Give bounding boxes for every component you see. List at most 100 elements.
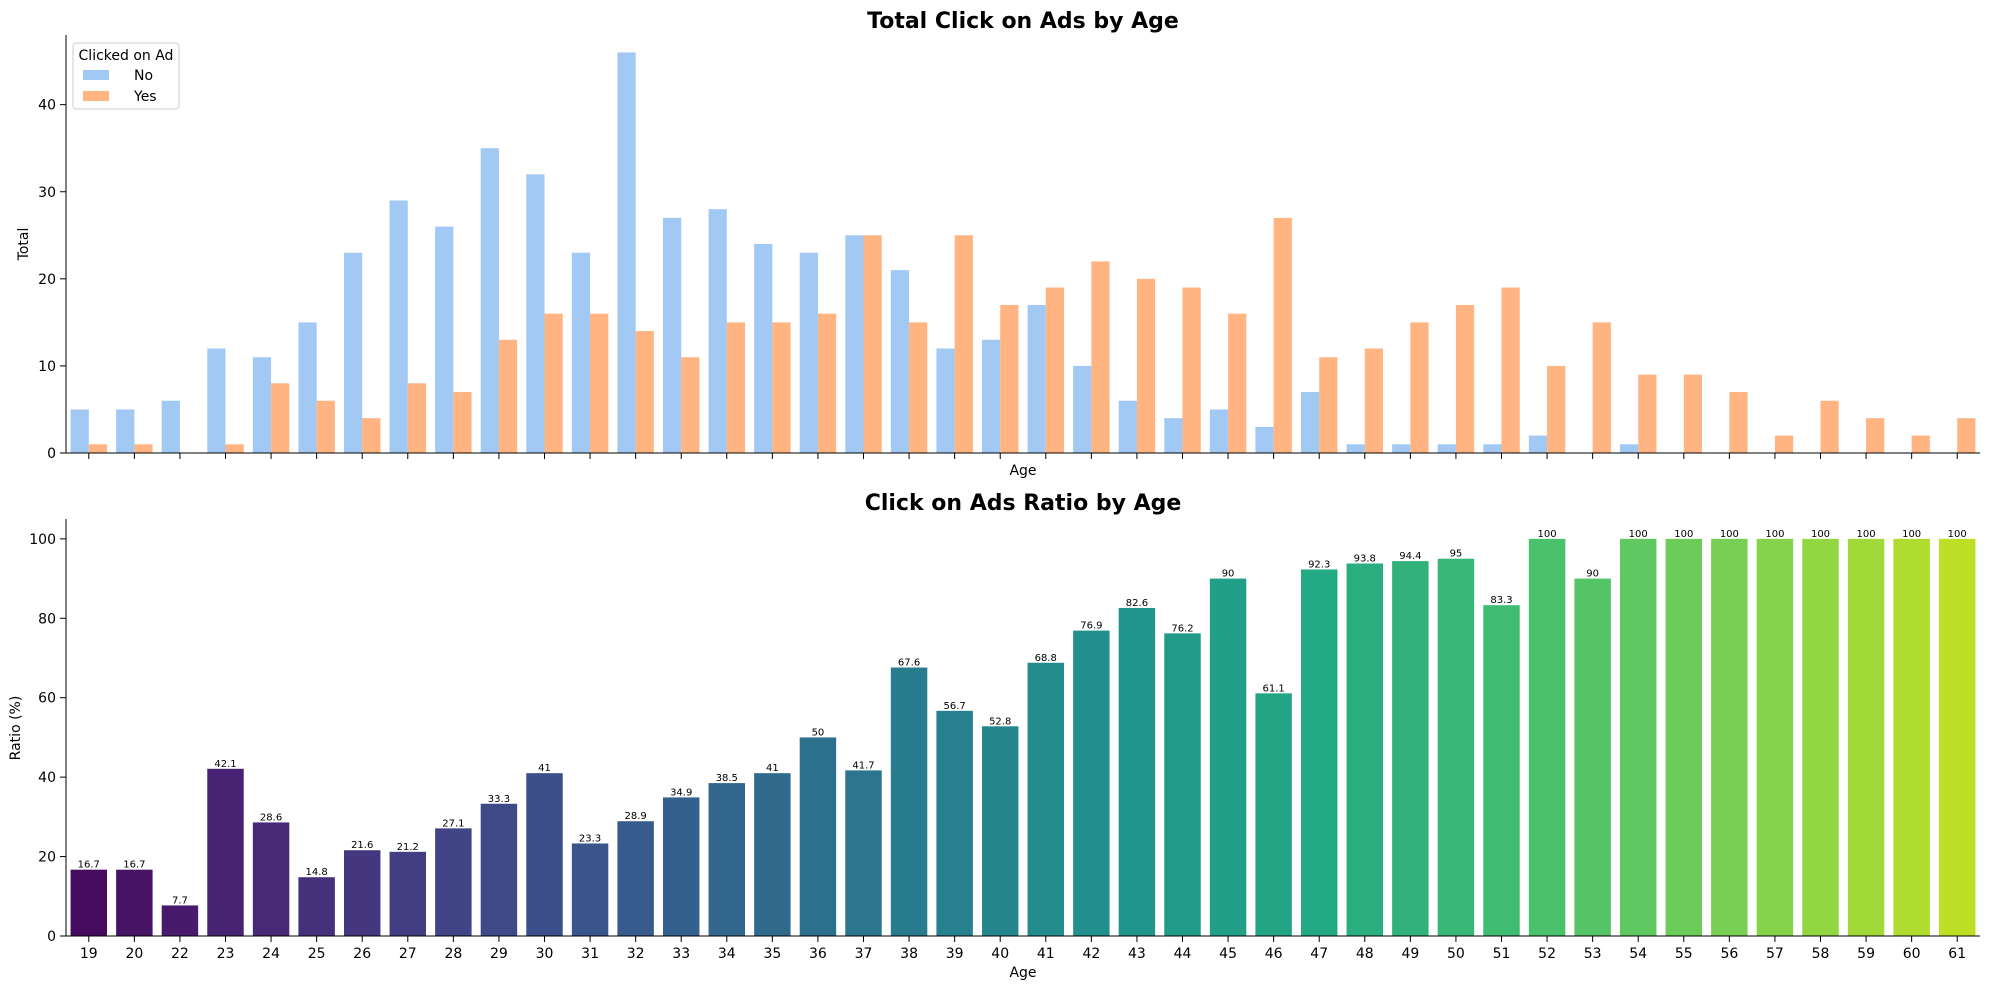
- bar-yes-49: [1410, 322, 1429, 454]
- ratio-bar-60: [1893, 538, 1930, 936]
- x-tick-label-57: 57: [1766, 946, 1784, 962]
- ratio-bar-24: [252, 822, 290, 936]
- bar-yes-20: [134, 444, 153, 453]
- x-tick-label-51: 51: [1493, 946, 1511, 962]
- ratio-data-label-24: 28.6: [260, 812, 282, 823]
- bar-yes-42: [1091, 261, 1110, 453]
- x-tick-label-61: 61: [1948, 946, 1966, 962]
- legend-swatch-yes: [83, 91, 109, 101]
- ratio-bar-61: [1938, 538, 1976, 936]
- bar-yes-57: [1774, 435, 1794, 453]
- x-tick-label-42: 42: [1082, 946, 1100, 962]
- bar-yes-39: [954, 235, 973, 453]
- ratio-data-label-44: 76.2: [1171, 623, 1193, 634]
- bar-yes-46: [1273, 217, 1292, 454]
- bar-yes-55: [1683, 374, 1703, 454]
- ratio-data-label-48: 93.8: [1354, 553, 1376, 564]
- ratio-data-label-36: 50: [812, 727, 825, 738]
- ratio-chart: Click on Ads Ratio by Age 16.7 16.7 7.7 42.…: [8, 491, 1980, 981]
- ratio-bar-40: [981, 726, 1019, 936]
- ratio-data-label-59: 100: [1857, 529, 1876, 540]
- bar-yes-47: [1319, 357, 1338, 453]
- ratio-data-label-30: 41: [538, 763, 551, 774]
- x-axis-ticks-total: [88, 453, 1958, 459]
- ratio-data-label-38: 67.6: [898, 658, 920, 669]
- ratio-data-label-55: 100: [1674, 529, 1693, 540]
- bar-no-45: [1209, 409, 1229, 453]
- bar-no-31: [571, 252, 591, 453]
- bar-yes-48: [1364, 348, 1384, 453]
- bar-yes-54: [1638, 374, 1657, 454]
- x-tick-label-55: 55: [1675, 946, 1693, 962]
- bar-no-50: [1437, 444, 1456, 453]
- x-tick-label-38: 38: [900, 946, 918, 962]
- bar-yes-60: [1911, 435, 1930, 453]
- x-tick-label-30: 30: [536, 946, 554, 962]
- ratio-bar-27: [389, 851, 427, 936]
- x-tick-label-43: 43: [1128, 946, 1146, 962]
- ratio-bar-56: [1711, 538, 1748, 936]
- ratio-bar-41: [1027, 662, 1065, 936]
- x-tick-label-56: 56: [1720, 946, 1738, 962]
- y-tick-label: 40: [38, 770, 56, 786]
- bar-yes-19: [88, 444, 108, 453]
- ratio-bar-46: [1255, 693, 1292, 936]
- bar-yes-28: [453, 392, 472, 453]
- x-tick-label-26: 26: [353, 946, 371, 962]
- bar-yes-58: [1820, 400, 1839, 453]
- bar-no-40: [981, 339, 1001, 453]
- ratio-data-label-53: 90: [1586, 569, 1599, 580]
- ratio-data-label-52: 100: [1538, 529, 1557, 540]
- x-tick-label-19: 19: [80, 946, 98, 962]
- bar-yes-61: [1957, 418, 1976, 453]
- x-tick-label-60: 60: [1903, 946, 1921, 962]
- bar-no-28: [435, 226, 454, 453]
- bar-yes-53: [1592, 322, 1611, 454]
- ratio-data-label-50: 95: [1450, 549, 1463, 560]
- bar-yes-37: [863, 235, 882, 453]
- x-tick-label-40: 40: [991, 946, 1009, 962]
- bar-yes-29: [498, 339, 518, 453]
- ratio-bar-labels: 16.7 16.7 7.7 42.1 28.6 14.8 21.6 21.2 27.1 33.3 4…: [78, 529, 1967, 907]
- ratio-data-label-45: 90: [1222, 569, 1235, 580]
- bar-yes-33: [681, 357, 700, 453]
- ratio-data-label-23: 42.1: [214, 759, 236, 770]
- ratio-data-label-57: 100: [1765, 529, 1784, 540]
- ratio-bar-55: [1665, 538, 1703, 936]
- x-tick-label-23: 23: [217, 946, 235, 962]
- x-tick-label-20: 20: [125, 946, 143, 962]
- x-tick-label-53: 53: [1584, 946, 1602, 962]
- ratio-data-label-37: 41.7: [852, 760, 874, 771]
- ratio-data-label-42: 76.9: [1080, 621, 1102, 632]
- ratio-bar-51: [1483, 605, 1520, 936]
- ratio-bar-39: [936, 710, 973, 936]
- ratio-bar-45: [1209, 578, 1247, 936]
- ratio-bar-32: [617, 821, 654, 936]
- y-tick-label: 100: [29, 532, 56, 548]
- bar-no-47: [1300, 392, 1320, 453]
- bar-yes-36: [817, 313, 837, 453]
- legend-swatch-no: [83, 70, 109, 80]
- bar-no-25: [298, 322, 317, 454]
- x-tick-label-24: 24: [262, 946, 280, 962]
- bar-no-30: [526, 174, 545, 453]
- ratio-data-label-40: 52.8: [989, 716, 1011, 727]
- x-tick-label-54: 54: [1629, 946, 1647, 962]
- x-tick-label-35: 35: [763, 946, 781, 962]
- bar-yes-23: [225, 444, 244, 453]
- ratio-data-label-29: 33.3: [488, 794, 510, 805]
- ratio-bar-44: [1164, 633, 1201, 936]
- ratio-bar-25: [298, 877, 335, 936]
- ratio-bar-38: [890, 667, 928, 936]
- bar-yes-24: [271, 383, 290, 453]
- y-tick-label: 0: [47, 929, 56, 945]
- x-tick-label-47: 47: [1310, 946, 1328, 962]
- y-tick-label: 10: [38, 359, 56, 375]
- ratio-data-label-61: 100: [1948, 529, 1967, 540]
- ratio-data-label-56: 100: [1720, 529, 1739, 540]
- bar-no-44: [1164, 418, 1183, 453]
- ratio-data-label-49: 94.4: [1399, 551, 1421, 562]
- ratio-bar-19: [70, 869, 108, 936]
- ratio-bar-29: [480, 803, 518, 936]
- ratio-bar-57: [1756, 538, 1794, 936]
